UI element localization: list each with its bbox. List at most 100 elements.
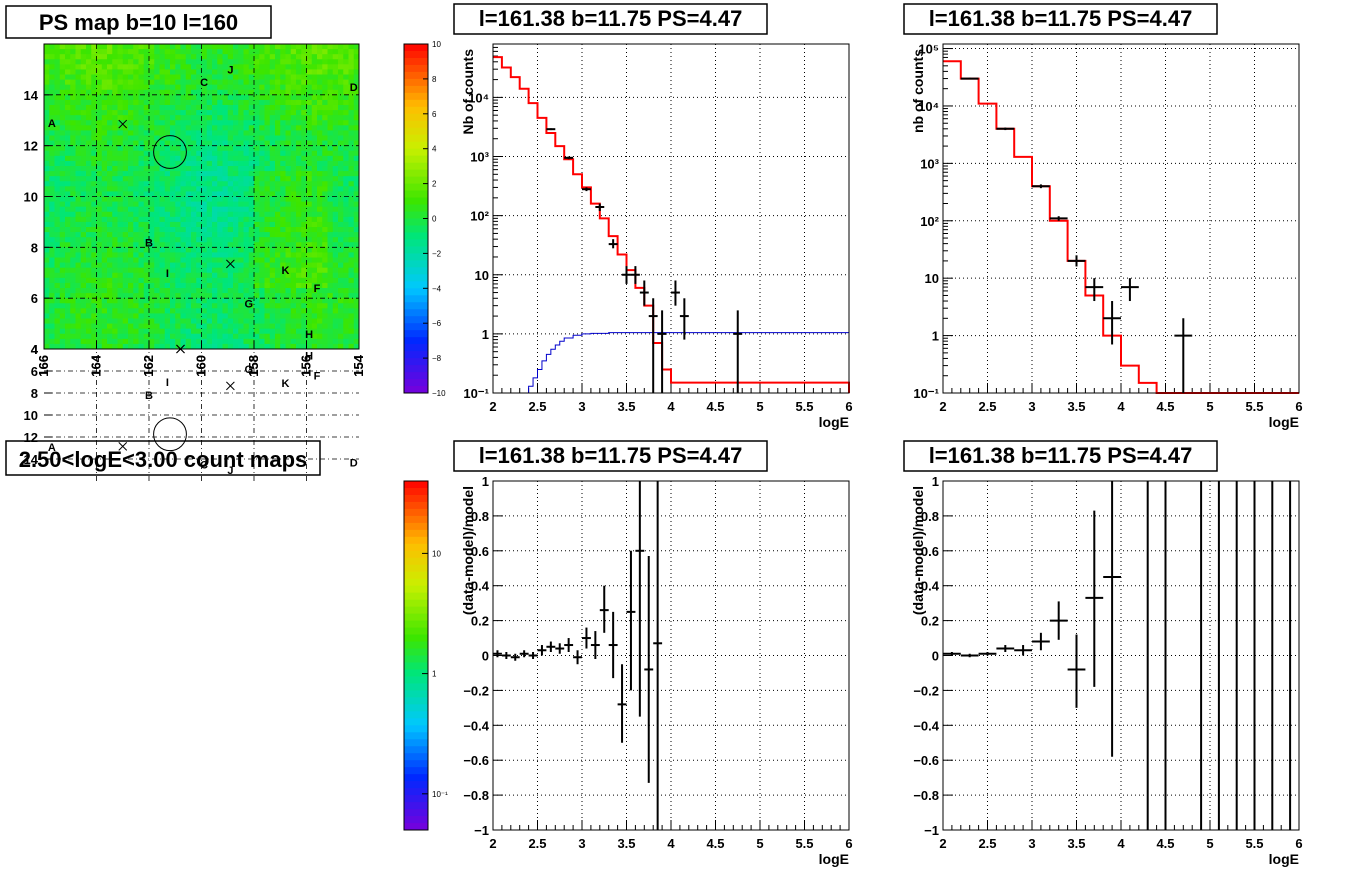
heatmap-cell — [201, 69, 208, 75]
heatmap-cell — [49, 120, 55, 126]
heatmap-cell — [154, 237, 160, 243]
heatmap-cell — [149, 94, 155, 101]
psmap-colorbar-step — [404, 57, 428, 66]
heatmap-cell — [227, 191, 234, 197]
heatmap-cell — [201, 135, 208, 141]
heatmap-cell — [217, 318, 223, 324]
heatmap-cell — [75, 257, 82, 263]
heatmap-cell — [348, 84, 355, 91]
heatmap-cell — [86, 140, 92, 147]
heatmap-cell — [70, 267, 76, 274]
heatmap-cell — [285, 221, 292, 228]
heatmap-cell — [54, 232, 61, 238]
heatmap-cell — [49, 84, 55, 91]
heatmap-cell — [175, 227, 181, 233]
heatmap-cell — [322, 282, 328, 289]
heatmap-cell — [301, 323, 307, 330]
heatmap-cell — [59, 145, 66, 152]
heatmap-cell — [80, 130, 87, 136]
heatmap-cell — [143, 155, 150, 162]
heatmap-cell — [185, 186, 192, 192]
heatmap-cell — [206, 140, 213, 147]
heatmap-cell — [327, 64, 334, 70]
heatmap-cell — [296, 328, 302, 335]
heatmap-cell — [122, 130, 129, 136]
heatmap-cell — [306, 277, 313, 284]
heatmap-cell — [317, 211, 323, 218]
heatmap-cell — [217, 333, 223, 340]
heatmap-cell — [175, 49, 181, 55]
heatmap-cell — [353, 150, 360, 157]
heatmap-cell — [133, 115, 139, 121]
heatmap-cell — [322, 64, 328, 70]
heatmap-cell — [133, 252, 139, 258]
heatmap-cell — [222, 176, 229, 182]
psmap-colorbar-label: −2 — [432, 249, 442, 258]
heatmap-cell — [117, 54, 124, 60]
heatmap-cell — [275, 140, 281, 147]
heatmap-cell — [206, 267, 213, 274]
heatmap-cell — [206, 110, 213, 116]
heatmap-cell — [191, 145, 197, 152]
heatmap-cell — [254, 211, 260, 218]
heatmap-cell — [353, 44, 360, 50]
heatmap-cell — [70, 201, 76, 208]
heatmap-cell — [175, 94, 181, 101]
heatmap-cell — [59, 303, 66, 309]
heatmap-cell — [311, 94, 318, 101]
heatmap-cell — [306, 160, 313, 167]
heatmap-cell — [285, 150, 292, 157]
heatmap-cell — [290, 155, 297, 162]
heatmap-cell — [154, 89, 160, 96]
heatmap-cell — [317, 277, 323, 284]
heatmap-cell — [280, 333, 286, 340]
heatmap-cell — [254, 135, 260, 141]
heatmap-cell — [107, 206, 113, 213]
heatmap-cell — [80, 303, 87, 309]
heatmap-cell — [164, 130, 171, 136]
heatmap-cell — [338, 257, 344, 263]
heatmap-cell — [91, 277, 97, 284]
heatmap-cell — [317, 130, 323, 136]
heatmap-cell — [59, 242, 66, 248]
heatmap-cell — [217, 237, 223, 243]
heatmap-cell — [59, 171, 66, 177]
heatmap-cell — [80, 221, 87, 228]
heatmap-cell — [269, 74, 276, 80]
psmap-colorbar-step — [404, 288, 428, 296]
heatmap-cell — [133, 242, 139, 248]
heatmap-cell — [180, 145, 187, 152]
heatmap-cell — [212, 145, 218, 152]
heatmap-cell — [327, 105, 334, 111]
heatmap-cell — [138, 160, 145, 167]
heatmap-cell — [322, 130, 328, 136]
heatmap-cell — [65, 99, 71, 106]
heatmap-cell — [59, 227, 66, 233]
psmap-colorbar-step — [404, 169, 428, 178]
heatmap-cell — [54, 293, 61, 299]
heatmap-cell — [254, 155, 260, 162]
psmap-colorbar-label: −4 — [432, 284, 442, 293]
heatmap-cell — [80, 201, 87, 208]
heatmap-cell — [170, 145, 176, 152]
psmap-colorbar-label: 8 — [432, 75, 437, 84]
heatmap-cell — [269, 94, 276, 101]
heatmap-cell — [70, 206, 76, 213]
heatmap-cell — [191, 176, 197, 182]
heatmap-cell — [143, 333, 150, 340]
heatmap-cell — [149, 150, 155, 157]
heatmap-cell — [70, 166, 76, 172]
heatmap-cell — [222, 171, 229, 177]
heatmap-cell — [217, 257, 223, 263]
heatmap-cell — [96, 79, 103, 86]
heatmap-cell — [75, 74, 82, 80]
heatmap-cell — [70, 257, 76, 263]
heatmap-cell — [49, 272, 55, 279]
heatmap-cell — [296, 125, 302, 131]
heatmap-cell — [164, 211, 171, 218]
heatmap-cell — [338, 262, 344, 269]
heatmap-cell — [201, 216, 208, 223]
heatmap-cell — [254, 74, 260, 80]
heatmap-cell — [348, 267, 355, 274]
heatmap-cell — [206, 160, 213, 167]
